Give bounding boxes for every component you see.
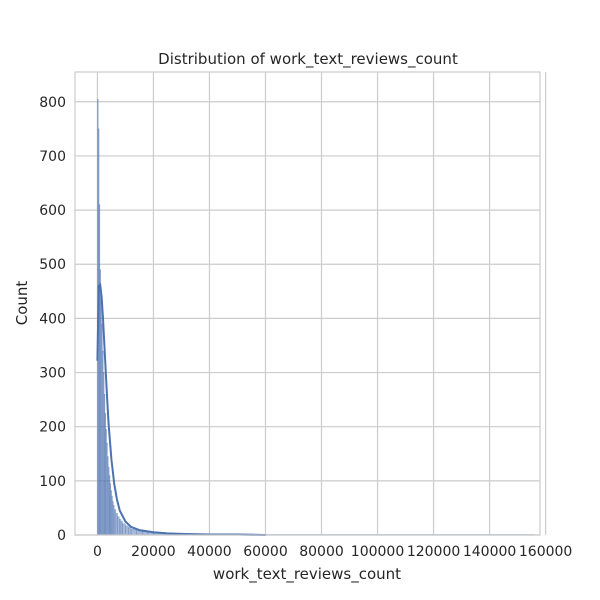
y-tick-label: 0 [57, 528, 66, 544]
histogram-bars [97, 98, 535, 536]
histogram-bar [115, 513, 118, 536]
y-tick-label: 300 [39, 366, 66, 382]
histogram-bar [117, 516, 120, 536]
kde-curve [96, 282, 266, 536]
grid-lines [75, 72, 547, 536]
histogram-bar [119, 519, 122, 536]
x-tick-label: 80000 [299, 544, 344, 560]
histogram-bar [125, 525, 129, 536]
y-tick-label: 200 [39, 420, 66, 436]
x-tick-label: 40000 [187, 544, 232, 560]
y-tick-label: 700 [39, 149, 66, 165]
x-tick-label: 100000 [351, 544, 404, 560]
y-axis-label: Count [13, 281, 31, 326]
histogram-bar [130, 528, 137, 536]
y-tick-label: 600 [39, 203, 66, 219]
chart-title: Distribution of work_text_reviews_count [158, 50, 458, 69]
y-tick-label: 500 [39, 257, 66, 273]
y-tick-label: 400 [39, 311, 66, 327]
histogram-bar [128, 527, 132, 536]
y-tick-label: 100 [39, 474, 66, 490]
y-tick-labels: 0 100 200 300 400 500 600 700 800 [39, 95, 66, 544]
plot-frame [74, 71, 541, 536]
x-tick-labels: 0 20000 40000 60000 80000 100000 120000 140000 1… [93, 544, 572, 560]
x-axis-label: work_text_reviews_count [213, 565, 401, 584]
x-tick-label: 0 [93, 544, 102, 560]
x-tick-label: 20000 [131, 544, 176, 560]
histogram-bar [120, 521, 123, 536]
x-tick-label: 160000 [519, 544, 572, 560]
x-tick-label: 140000 [463, 544, 516, 560]
histogram-bar [122, 523, 126, 536]
x-tick-label: 60000 [243, 544, 288, 560]
x-tick-label: 120000 [407, 544, 460, 560]
histogram-bar [114, 509, 117, 536]
y-tick-label: 800 [39, 95, 66, 111]
